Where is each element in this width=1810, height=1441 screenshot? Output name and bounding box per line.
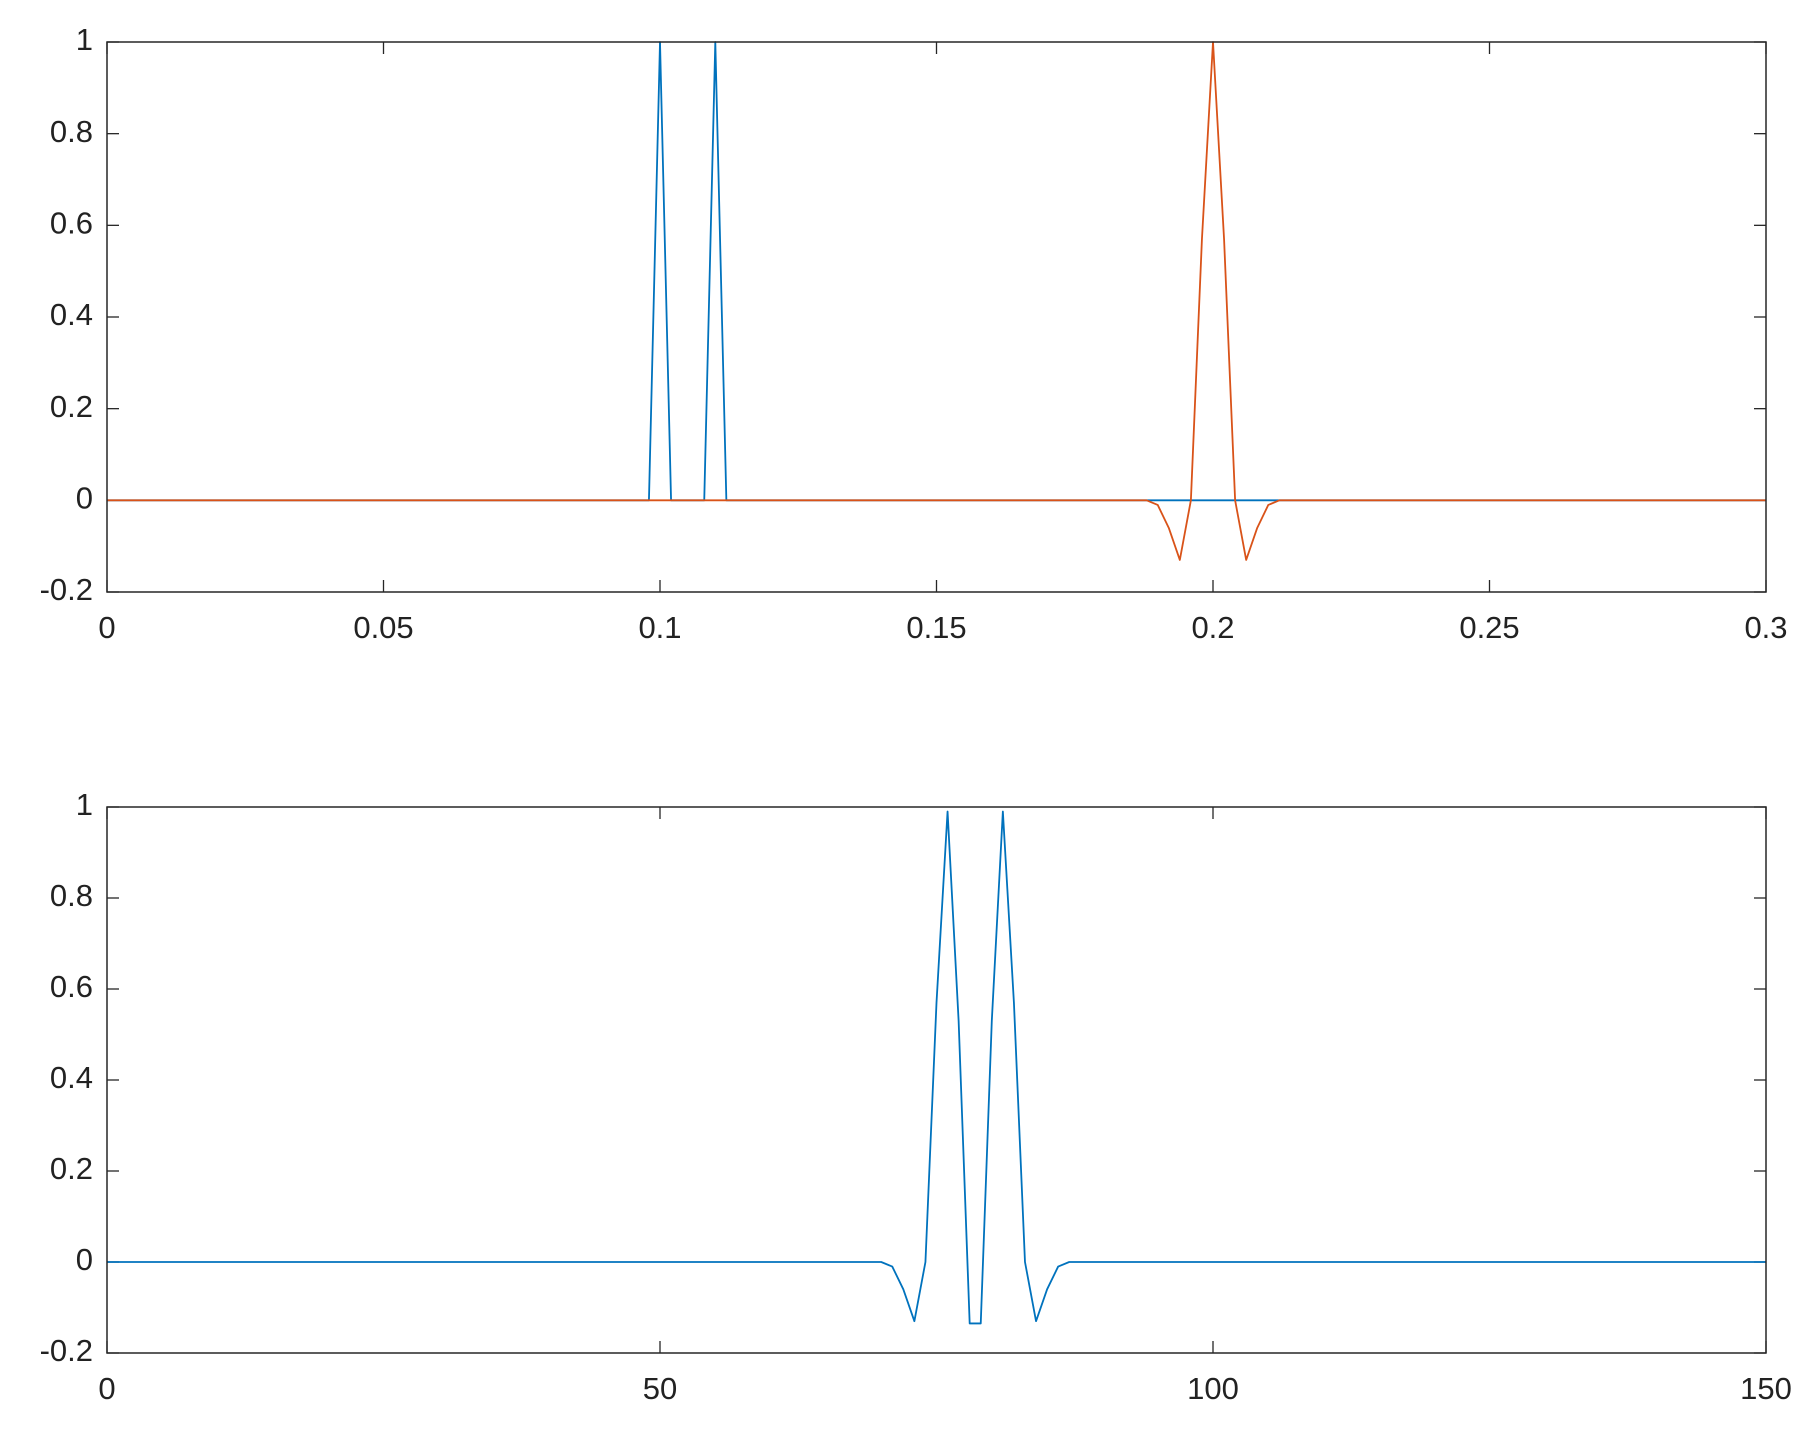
x-tick-label: 0.05 <box>353 610 413 645</box>
subplot: -0.200.20.40.60.810 0.05 0.1 0.15 0.2 0.25 0.3 <box>40 22 1788 645</box>
x-tick-label: 0.25 <box>1459 610 1519 645</box>
x-tick-label: 0.2 <box>1191 610 1234 645</box>
x-tick-label: 150 <box>1740 1371 1792 1406</box>
y-tick-label: 1 <box>76 787 93 822</box>
y-tick-label: 0.8 <box>50 114 93 149</box>
y-tick-label: 0 <box>76 1242 93 1277</box>
x-tick-label: 0 <box>98 610 115 645</box>
y-tick-label: 0.2 <box>50 389 93 424</box>
axes-box <box>106 806 1767 1354</box>
y-tick-label: -0.2 <box>40 572 93 607</box>
y-tick-label: 0.8 <box>50 878 93 913</box>
y-tick-label: 0.2 <box>50 1151 93 1186</box>
x-tick-label: 50 <box>643 1371 677 1406</box>
data-line <box>107 41 1766 502</box>
y-tick-label: 0.6 <box>50 206 93 241</box>
y-tick-label: 0.4 <box>50 297 93 332</box>
axes-box <box>106 41 1767 593</box>
x-tick-label: 0.15 <box>906 610 966 645</box>
data-line <box>107 41 1766 561</box>
x-tick-label: 0.3 <box>1744 610 1787 645</box>
x-tick-label: 0.1 <box>638 610 681 645</box>
data-line <box>107 810 1766 1325</box>
y-tick-label: -0.2 <box>40 1333 93 1368</box>
y-tick-label: 1 <box>76 22 93 57</box>
subplot: -0.200.20.40.60.810 50 100 150 <box>40 787 1792 1406</box>
y-tick-label: 0.4 <box>50 1060 93 1095</box>
y-tick-label: 0 <box>76 481 93 516</box>
x-tick-label: 0 <box>98 1371 115 1406</box>
y-tick-label: 0.6 <box>50 969 93 1004</box>
x-tick-label: 100 <box>1187 1371 1239 1406</box>
